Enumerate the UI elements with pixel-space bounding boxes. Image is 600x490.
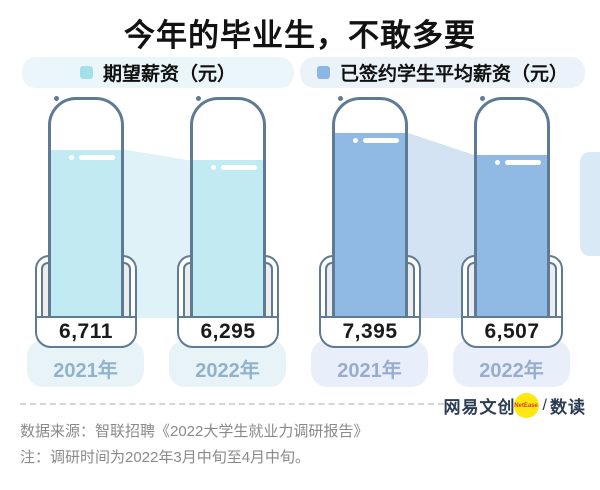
- netease-badge-text: NetEase: [514, 402, 538, 409]
- survey-time-note: 注：调研时间为2022年3月中旬至4月中旬。: [20, 449, 311, 466]
- gloss-dot: [69, 155, 74, 160]
- logo-main-text: 网易文创: [443, 398, 516, 417]
- legend-swatch-signed-icon: [316, 66, 330, 79]
- liquid-fill: [51, 150, 121, 318]
- value-box: 6,295: [177, 316, 279, 348]
- gloss-highlight: [505, 160, 541, 166]
- bar-tube-expected-2021: [48, 97, 124, 318]
- year-label: 2021年: [337, 360, 402, 382]
- bar-tube-signed-2022: [474, 97, 550, 318]
- legend-signed-label: 已签约学生平均薪资（元）: [339, 64, 568, 85]
- value-label: 6,711: [59, 320, 113, 343]
- value-box: 6,507: [461, 316, 563, 348]
- liquid-fill: [477, 155, 547, 318]
- gloss-highlight: [363, 137, 399, 143]
- value-label: 6,295: [200, 320, 256, 343]
- liquid-fill: [193, 160, 263, 318]
- value-box: 6,711: [35, 316, 137, 348]
- data-source-note: 数据来源：智联招聘《2022大学生就业力调研报告》: [20, 423, 369, 440]
- gloss-highlight: [79, 155, 115, 160]
- value-label: 7,395: [342, 320, 398, 343]
- liquid-fill: [335, 132, 405, 318]
- logo-slash: /: [542, 396, 547, 414]
- legend-expected: 期望薪资（元）: [22, 57, 294, 88]
- gloss-dot: [495, 160, 500, 166]
- bar-tube-signed-2021: [332, 97, 408, 318]
- legend-swatch-expected-icon: [79, 66, 93, 79]
- legend-signed: 已签约学生平均薪资（元）: [300, 57, 585, 88]
- tube-corner-dot: [480, 96, 485, 101]
- gloss-dot: [211, 165, 216, 171]
- legend-expected-label: 期望薪资（元）: [102, 64, 236, 85]
- netease-shuju-logo: 网易文创 NetEase / 数读: [444, 393, 586, 418]
- gloss-highlight: [221, 165, 257, 171]
- tube-corner-dot: [196, 96, 201, 101]
- year-label: 2022年: [479, 360, 544, 382]
- year-label: 2022年: [195, 360, 260, 382]
- chart-title: 今年的毕业生，不敢多要: [124, 18, 476, 53]
- year-label: 2021年: [53, 360, 118, 382]
- edge-wave-decor: [580, 152, 600, 256]
- netease-badge-icon: NetEase: [513, 393, 539, 418]
- logo-sub-text: 数读: [550, 398, 586, 417]
- dashed-divider: [20, 403, 444, 405]
- year-pill: 2021年: [27, 340, 144, 387]
- tube-corner-dot: [338, 96, 343, 101]
- value-label: 6,507: [484, 320, 540, 343]
- value-box: 7,395: [319, 316, 421, 348]
- tube-corner-dot: [54, 96, 59, 101]
- gloss-dot: [353, 137, 358, 143]
- bar-tube-expected-2022: [190, 97, 266, 318]
